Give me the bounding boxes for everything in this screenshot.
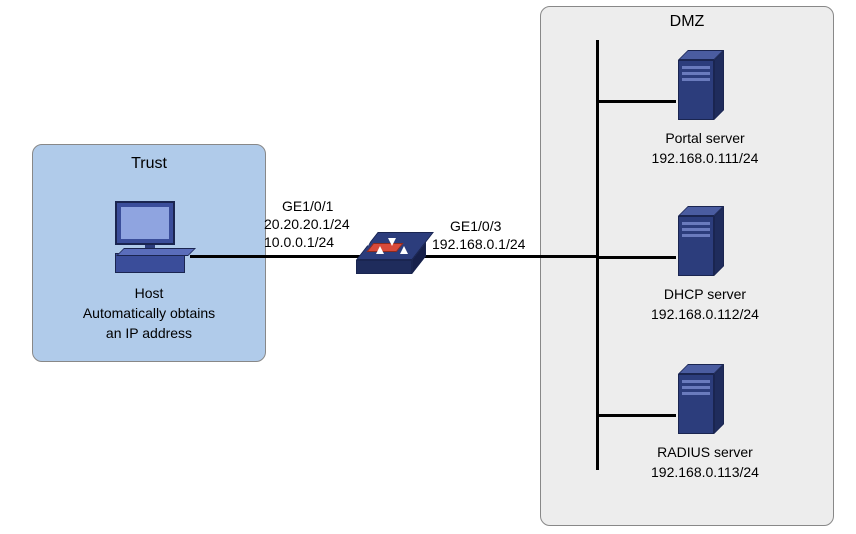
portal-server-ip: 192.168.0.111/24 [630,150,780,166]
host-label-1: Host [33,285,265,301]
link-host-firewall [190,255,360,258]
dhcp-server-ip: 192.168.0.112/24 [630,306,780,322]
ge1-ip2: 10.0.0.1/24 [264,234,334,250]
portal-server-icon [678,50,724,120]
dmz-branch-dhcp [596,256,676,259]
trust-zone-title: Trust [33,155,265,173]
radius-server-icon [678,364,724,434]
ge3-ip: 192.168.0.1/24 [432,236,525,252]
ge1-label: GE1/0/1 [282,198,333,214]
trust-zone: Trust Host Automatically obtains an IP a… [32,144,266,362]
dmz-zone-title: DMZ [541,13,833,31]
ge3-label: GE1/0/3 [450,218,501,234]
radius-server-ip: 192.168.0.113/24 [630,464,780,480]
dhcp-server-name: DHCP server [630,286,780,302]
dmz-branch-portal [596,100,676,103]
firewall-icon [356,232,426,278]
host-label-3: an IP address [33,325,265,341]
ge1-ip1: 20.20.20.1/24 [264,216,350,232]
link-firewall-dmz [420,255,598,258]
portal-server-name: Portal server [630,130,780,146]
radius-server-name: RADIUS server [630,444,780,460]
dmz-branch-radius [596,414,676,417]
dhcp-server-icon [678,206,724,276]
host-label-2: Automatically obtains [33,305,265,321]
host-pc-icon [115,201,185,273]
